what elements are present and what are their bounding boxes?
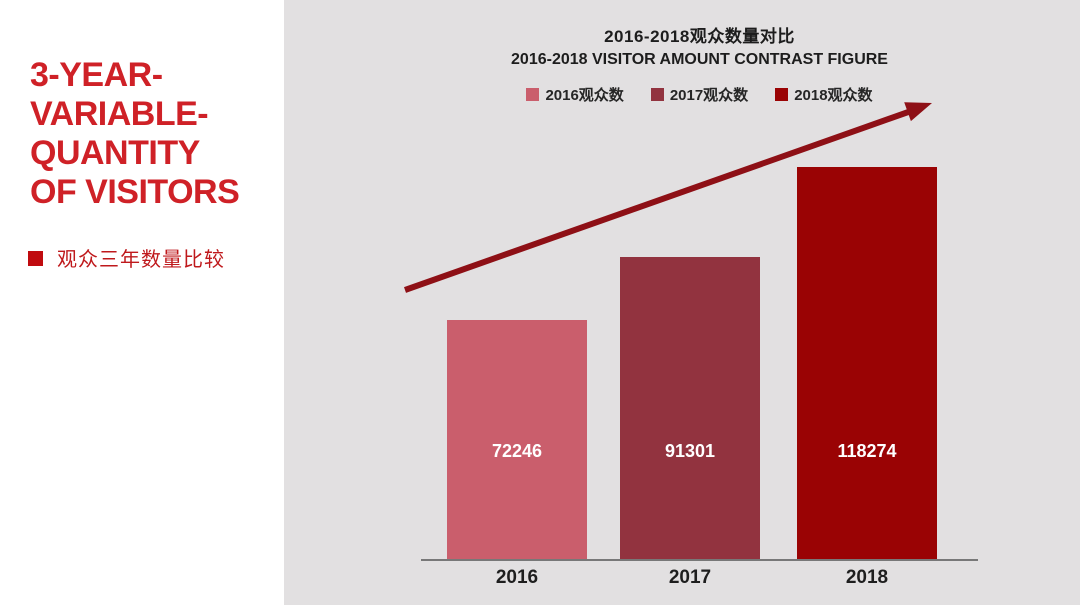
sidebar-title-line-1: 3-YEAR-: [30, 56, 163, 94]
trend-arrow-icon: [403, 102, 932, 293]
sidebar-title-line-3: QUANTITY: [30, 134, 200, 172]
sidebar-title-line-4: OF VISITORS: [30, 173, 240, 211]
chart-title-zh: 2016-2018观众数量对比: [604, 27, 795, 46]
bar-2018: [797, 167, 937, 560]
bullet-square-icon: [28, 251, 43, 266]
bar-value-2018: 118274: [837, 441, 897, 461]
category-label-2016: 2016: [495, 567, 539, 588]
bar-value-2016: 72246: [491, 441, 543, 461]
chart-header: 2016-2018观众数量对比 2016-2018 VISITOR AMOUNT…: [421, 27, 978, 106]
chart-legend: 2016观众数 2017观众数 2018观众数: [526, 84, 873, 105]
category-label-2018: 2018: [845, 567, 889, 588]
bar-value-2017: 91301: [664, 441, 716, 461]
legend-label-2017: 2017观众数: [669, 87, 749, 104]
sidebar: 3-YEAR- VARIABLE- QUANTITY OF VISITORS 观…: [0, 0, 284, 605]
legend-swatch-2018-icon: [775, 88, 789, 101]
legend-item-2016: 2016观众数: [526, 84, 624, 105]
chart-title-en: 2016-2018 VISITOR AMOUNT CONTRAST FIGURE: [511, 51, 888, 68]
legend-item-2018: 2018观众数: [775, 84, 873, 105]
sidebar-bullet-label: 观众三年数量比较: [57, 247, 225, 271]
chart-panel: 2016-2018观众数量对比 2016-2018 VISITOR AMOUNT…: [284, 0, 1080, 605]
bar-chart-plot: 72246 2016 91301 2017 118274 2018: [284, 0, 1080, 605]
legend-label-2016: 2016观众数: [545, 87, 624, 104]
bar-2016: [447, 320, 587, 560]
legend-item-2017: 2017观众数: [650, 84, 749, 105]
legend-swatch-2017-icon: [650, 88, 664, 101]
legend-label-2018: 2018观众数: [794, 87, 873, 104]
category-label-2017: 2017: [668, 567, 712, 588]
x-axis-line: [421, 559, 978, 561]
legend-swatch-2016-icon: [526, 88, 540, 101]
bar-2017: [620, 257, 760, 560]
sidebar-title-line-2: VARIABLE-: [30, 95, 209, 133]
sidebar-title: 3-YEAR- VARIABLE- QUANTITY OF VISITORS: [30, 56, 240, 212]
sidebar-bullet-row: 观众三年数量比较: [28, 248, 225, 270]
